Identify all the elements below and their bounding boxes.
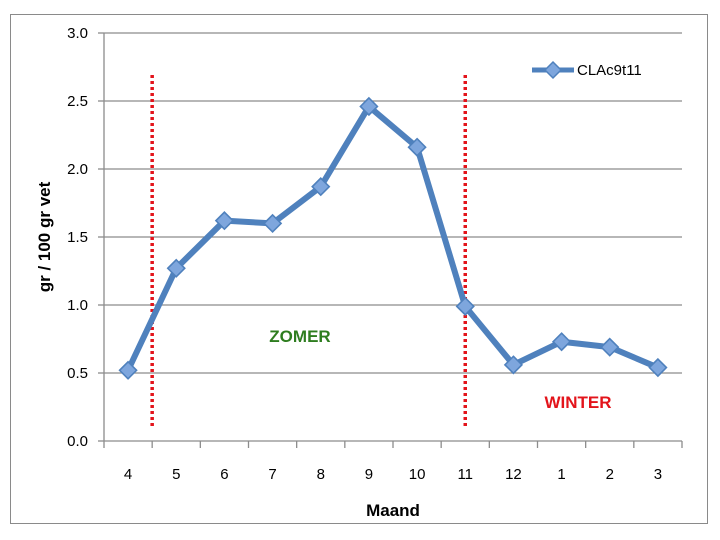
x-tick-label: 12 <box>505 466 522 483</box>
x-tick-label: 6 <box>220 466 228 483</box>
axes <box>98 32 683 448</box>
x-tick-label: 1 <box>557 466 565 483</box>
series-clac9t11 <box>118 96 668 380</box>
x-tick-label: 7 <box>268 466 276 483</box>
reference-lines <box>150 75 467 426</box>
series-line <box>125 103 660 372</box>
data-point <box>407 137 427 157</box>
data-point <box>503 355 524 375</box>
data-point <box>359 96 379 117</box>
x-tick-label: 11 <box>457 466 473 483</box>
x-tick-label: 10 <box>409 466 426 483</box>
data-point <box>166 258 186 278</box>
y-tick-label: 2.0 <box>67 161 88 178</box>
data-point <box>551 332 572 352</box>
x-tick-label: 9 <box>365 466 373 483</box>
data-point <box>600 337 620 357</box>
data-point <box>214 211 235 231</box>
x-tick-labels: 4 5 6 7 8 9 10 11 12 1 2 3 <box>124 466 662 483</box>
legend: CLAc9t11 <box>532 60 642 80</box>
y-tick-label: 2.5 <box>67 93 88 110</box>
data-point <box>118 360 138 380</box>
legend-marker <box>543 60 563 80</box>
y-tick-label: 1.5 <box>67 229 88 246</box>
data-point <box>262 213 283 234</box>
y-tick-label: 1.0 <box>67 297 88 314</box>
annotation-winter: WINTER <box>544 393 611 412</box>
y-tick-label: 3.0 <box>67 25 88 42</box>
data-point <box>311 177 331 197</box>
data-point <box>455 296 475 316</box>
x-axis-title: Maand <box>366 501 420 520</box>
x-tick-label: 4 <box>124 466 132 483</box>
x-tick-label: 5 <box>172 466 180 483</box>
chart-frame <box>10 14 708 524</box>
x-tick-label: 8 <box>317 466 325 483</box>
gridlines <box>104 32 682 374</box>
annotation-zomer: ZOMER <box>269 327 330 346</box>
x-tick-label: 2 <box>606 466 614 483</box>
data-point <box>648 357 668 378</box>
x-tick-label: 3 <box>654 466 662 483</box>
y-tick-labels: 0.0 0.5 1.0 1.5 2.0 2.5 3.0 <box>67 25 88 450</box>
y-tick-label: 0.0 <box>67 433 88 450</box>
legend-label: CLAc9t11 <box>577 62 642 79</box>
y-tick-label: 0.5 <box>67 365 88 382</box>
y-axis-title: gr / 100 gr vet <box>35 181 54 292</box>
